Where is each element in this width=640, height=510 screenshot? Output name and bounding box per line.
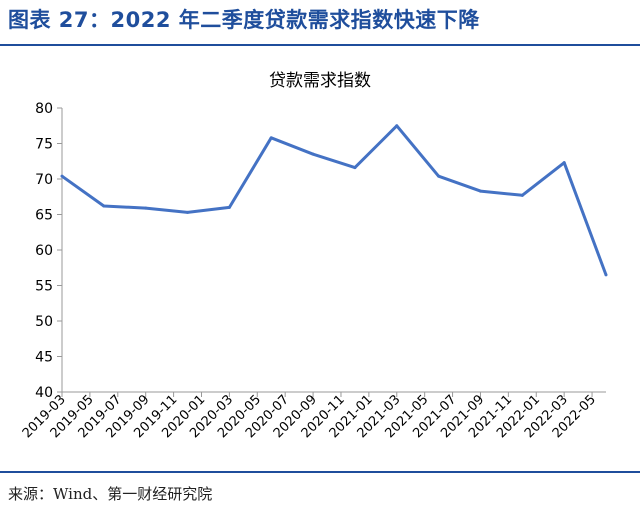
data-point <box>395 124 399 128</box>
data-point <box>186 210 190 214</box>
data-point <box>604 273 608 277</box>
chart-title: 贷款需求指数 <box>269 71 371 91</box>
y-axis: 40 45 50 55 60 65 70 75 80 <box>35 101 63 401</box>
y-tick-label: 45 <box>35 350 53 366</box>
top-divider <box>0 44 640 46</box>
data-point <box>102 204 106 208</box>
data-point <box>269 136 273 140</box>
series-line <box>61 124 608 276</box>
y-tick-label: 70 <box>35 172 53 188</box>
data-point <box>311 152 315 156</box>
y-tick-label: 40 <box>35 385 53 401</box>
y-tick-label: 65 <box>35 208 53 224</box>
data-point <box>478 189 482 193</box>
line-chart: 贷款需求指数 40 45 50 55 60 65 70 75 80 2019-03 2019-05… <box>0 46 640 471</box>
y-tick-label: 50 <box>35 314 53 330</box>
data-point <box>353 166 357 170</box>
series-loan-demand <box>60 124 608 277</box>
figure-title: 图表 27：2022 年二季度贷款需求指数快速下降 <box>8 8 480 32</box>
y-tick-label: 60 <box>35 243 53 259</box>
data-point <box>144 206 148 210</box>
bottom-divider <box>0 471 640 473</box>
data-point <box>437 174 441 178</box>
data-point <box>562 161 566 165</box>
chart-svg: 贷款需求指数 40 45 50 55 60 65 70 75 80 2019-032019-05… <box>20 71 608 441</box>
y-tick-label: 55 <box>35 279 53 295</box>
source-note: 来源：Wind、第一财经研究院 <box>8 485 213 503</box>
x-axis: 2019-032019-052019-072019-092019-112020-… <box>20 391 606 441</box>
y-tick-label: 80 <box>35 101 53 117</box>
data-point <box>227 205 231 209</box>
data-point <box>60 174 64 178</box>
y-tick-label: 75 <box>35 137 53 153</box>
data-point <box>520 193 524 197</box>
